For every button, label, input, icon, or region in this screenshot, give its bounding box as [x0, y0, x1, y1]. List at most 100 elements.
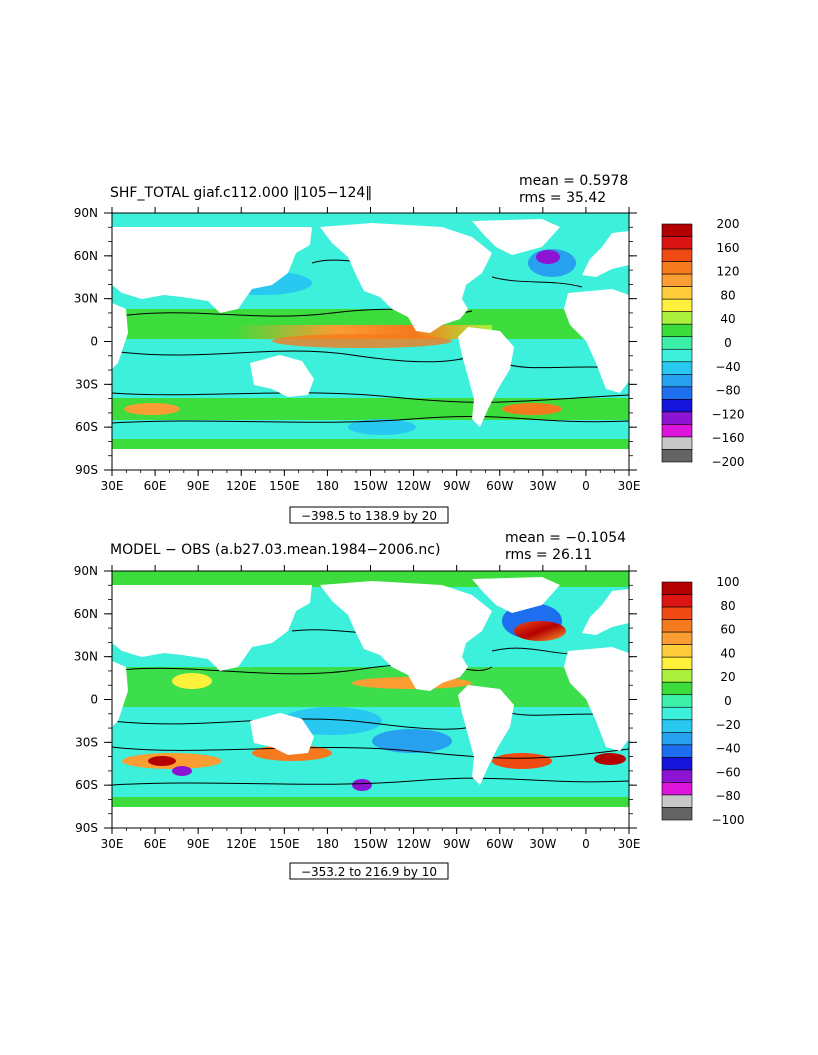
- x-tick-label: 90W: [443, 479, 470, 493]
- x-tick-label: 30E: [618, 837, 641, 851]
- colorbar-swatch: [661, 744, 693, 758]
- colorbar-swatch: [661, 361, 693, 375]
- panel-top-mean: mean = 0.5978: [519, 173, 628, 189]
- panel-bottom-contour-box: [289, 862, 449, 880]
- colorbar-label: −60: [715, 765, 740, 779]
- colorbar-label: 80: [720, 599, 735, 613]
- colorbar-swatch: [661, 644, 693, 658]
- colorbar-label: −40: [715, 742, 740, 756]
- colorbar-swatch: [661, 323, 693, 338]
- colorbar-swatch: [661, 794, 693, 808]
- x-tick-label: 30E: [101, 479, 124, 493]
- colorbar-swatch: [661, 594, 693, 608]
- panel-top-contour-box: [289, 506, 449, 524]
- colorbar-swatch: [661, 619, 693, 633]
- x-tick-label: 150W: [353, 479, 388, 493]
- x-tick-label: 180: [316, 479, 339, 493]
- colorbar-label: 0: [724, 336, 732, 350]
- colorbar-swatch: [661, 336, 693, 350]
- colorbar-swatch: [661, 273, 693, 287]
- colorbar-swatch: [661, 374, 693, 388]
- colorbar-label: 60: [720, 623, 735, 637]
- x-tick-label: 150E: [269, 479, 300, 493]
- panel-bottom-contour-info: −353.2 to 216.9 by 10: [301, 865, 437, 879]
- y-tick-label: 60N: [74, 607, 98, 621]
- panel-top-rms: rms = 35.42: [519, 190, 606, 206]
- y-tick-label: 60S: [75, 420, 98, 434]
- colorbar-swatch: [661, 669, 693, 683]
- colorbar-swatch: [661, 732, 693, 746]
- x-tick-label: 90W: [443, 837, 470, 851]
- colorbar-swatch: [661, 706, 693, 721]
- panel-top-title: SHF_TOTAL giaf.c112.000 ‖105−124‖: [110, 185, 372, 201]
- panel-bottom-rms: rms = 26.11: [505, 547, 592, 563]
- panel-top-colorbar: 200 160 120 80 40 0 −40 −80 −120 −160 −200: [661, 217, 745, 469]
- y-tick-label: 30N: [74, 650, 98, 664]
- colorbar-label: −120: [712, 407, 745, 421]
- colorbar-label: −40: [715, 360, 740, 374]
- panel-top-axes: 30E 60E 90E 120E 150E 180 150W 120W 90W 60W 30W 0 30…: [74, 206, 641, 493]
- colorbar-label: 100: [717, 575, 740, 589]
- colorbar-label: 120: [717, 265, 740, 279]
- colorbar-swatch: [661, 386, 693, 400]
- colorbar-swatch: [661, 261, 693, 275]
- y-tick-label: 90S: [75, 463, 98, 477]
- colorbar-swatch: [661, 223, 693, 237]
- x-tick-label: 60E: [144, 479, 167, 493]
- panel-bottom: MODEL − OBS (a.b27.03.mean.1984−2006.nc)…: [74, 530, 744, 880]
- colorbar-swatch: [661, 286, 693, 300]
- colorbar-swatch: [661, 656, 693, 670]
- y-tick-label: 30S: [75, 377, 98, 391]
- y-tick-label: 60N: [74, 249, 98, 263]
- x-tick-label: 120E: [226, 479, 257, 493]
- colorbar-swatch: [661, 311, 693, 325]
- panel-bottom-colorbar: 100 80 60 40 20 0 −20 −40 −60 −80 −100: [661, 575, 744, 827]
- colorbar-label: 80: [720, 288, 735, 302]
- x-tick-label: 90E: [187, 479, 210, 493]
- panel-bottom-mean: mean = −0.1054: [505, 530, 626, 546]
- y-tick-label: 0: [90, 335, 98, 349]
- panel-top: SHF_TOTAL giaf.c112.000 ‖105−124‖ mean =…: [74, 173, 745, 524]
- colorbar-label: 40: [720, 312, 735, 326]
- y-tick-label: 90N: [74, 206, 98, 220]
- x-tick-label: 120W: [396, 479, 431, 493]
- y-tick-label: 60S: [75, 778, 98, 792]
- colorbar-label: 160: [717, 241, 740, 255]
- colorbar-label: −80: [715, 789, 740, 803]
- x-tick-label: 60E: [144, 837, 167, 851]
- colorbar-swatch: [661, 581, 693, 595]
- colorbar-swatch: [661, 606, 693, 620]
- x-tick-label: 60W: [486, 837, 513, 851]
- colorbar-swatch: [661, 694, 693, 708]
- colorbar-swatch: [661, 449, 693, 463]
- colorbar-label: −80: [715, 384, 740, 398]
- colorbar-swatch: [661, 631, 693, 645]
- colorbar-swatch: [661, 248, 693, 262]
- colorbar-label: 20: [720, 670, 735, 684]
- colorbar-swatch: [661, 236, 693, 250]
- x-tick-label: 0: [582, 479, 590, 493]
- colorbar-label: 0: [724, 694, 732, 708]
- colorbar-label: 200: [717, 217, 740, 231]
- y-tick-label: 90N: [74, 564, 98, 578]
- colorbar-swatch: [661, 436, 693, 450]
- colorbar-swatch: [661, 769, 693, 783]
- y-tick-label: 0: [90, 693, 98, 707]
- x-tick-label: 150E: [269, 837, 300, 851]
- x-tick-label: 0: [582, 837, 590, 851]
- x-tick-label: 150W: [353, 837, 388, 851]
- colorbar-swatch: [661, 782, 693, 796]
- colorbar-swatch: [661, 807, 693, 821]
- x-tick-label: 120E: [226, 837, 257, 851]
- colorbar-swatch: [661, 399, 693, 413]
- colorbar-swatch: [661, 298, 693, 312]
- x-tick-label: 30E: [618, 479, 641, 493]
- colorbar-label: −20: [715, 718, 740, 732]
- panel-top-contour-info: −398.5 to 138.9 by 20: [301, 509, 437, 523]
- colorbar-swatch: [661, 681, 693, 696]
- x-tick-label: 30W: [529, 837, 556, 851]
- colorbar-swatch: [661, 348, 693, 363]
- x-tick-label: 90E: [187, 837, 210, 851]
- panel-top-map: [111, 212, 630, 471]
